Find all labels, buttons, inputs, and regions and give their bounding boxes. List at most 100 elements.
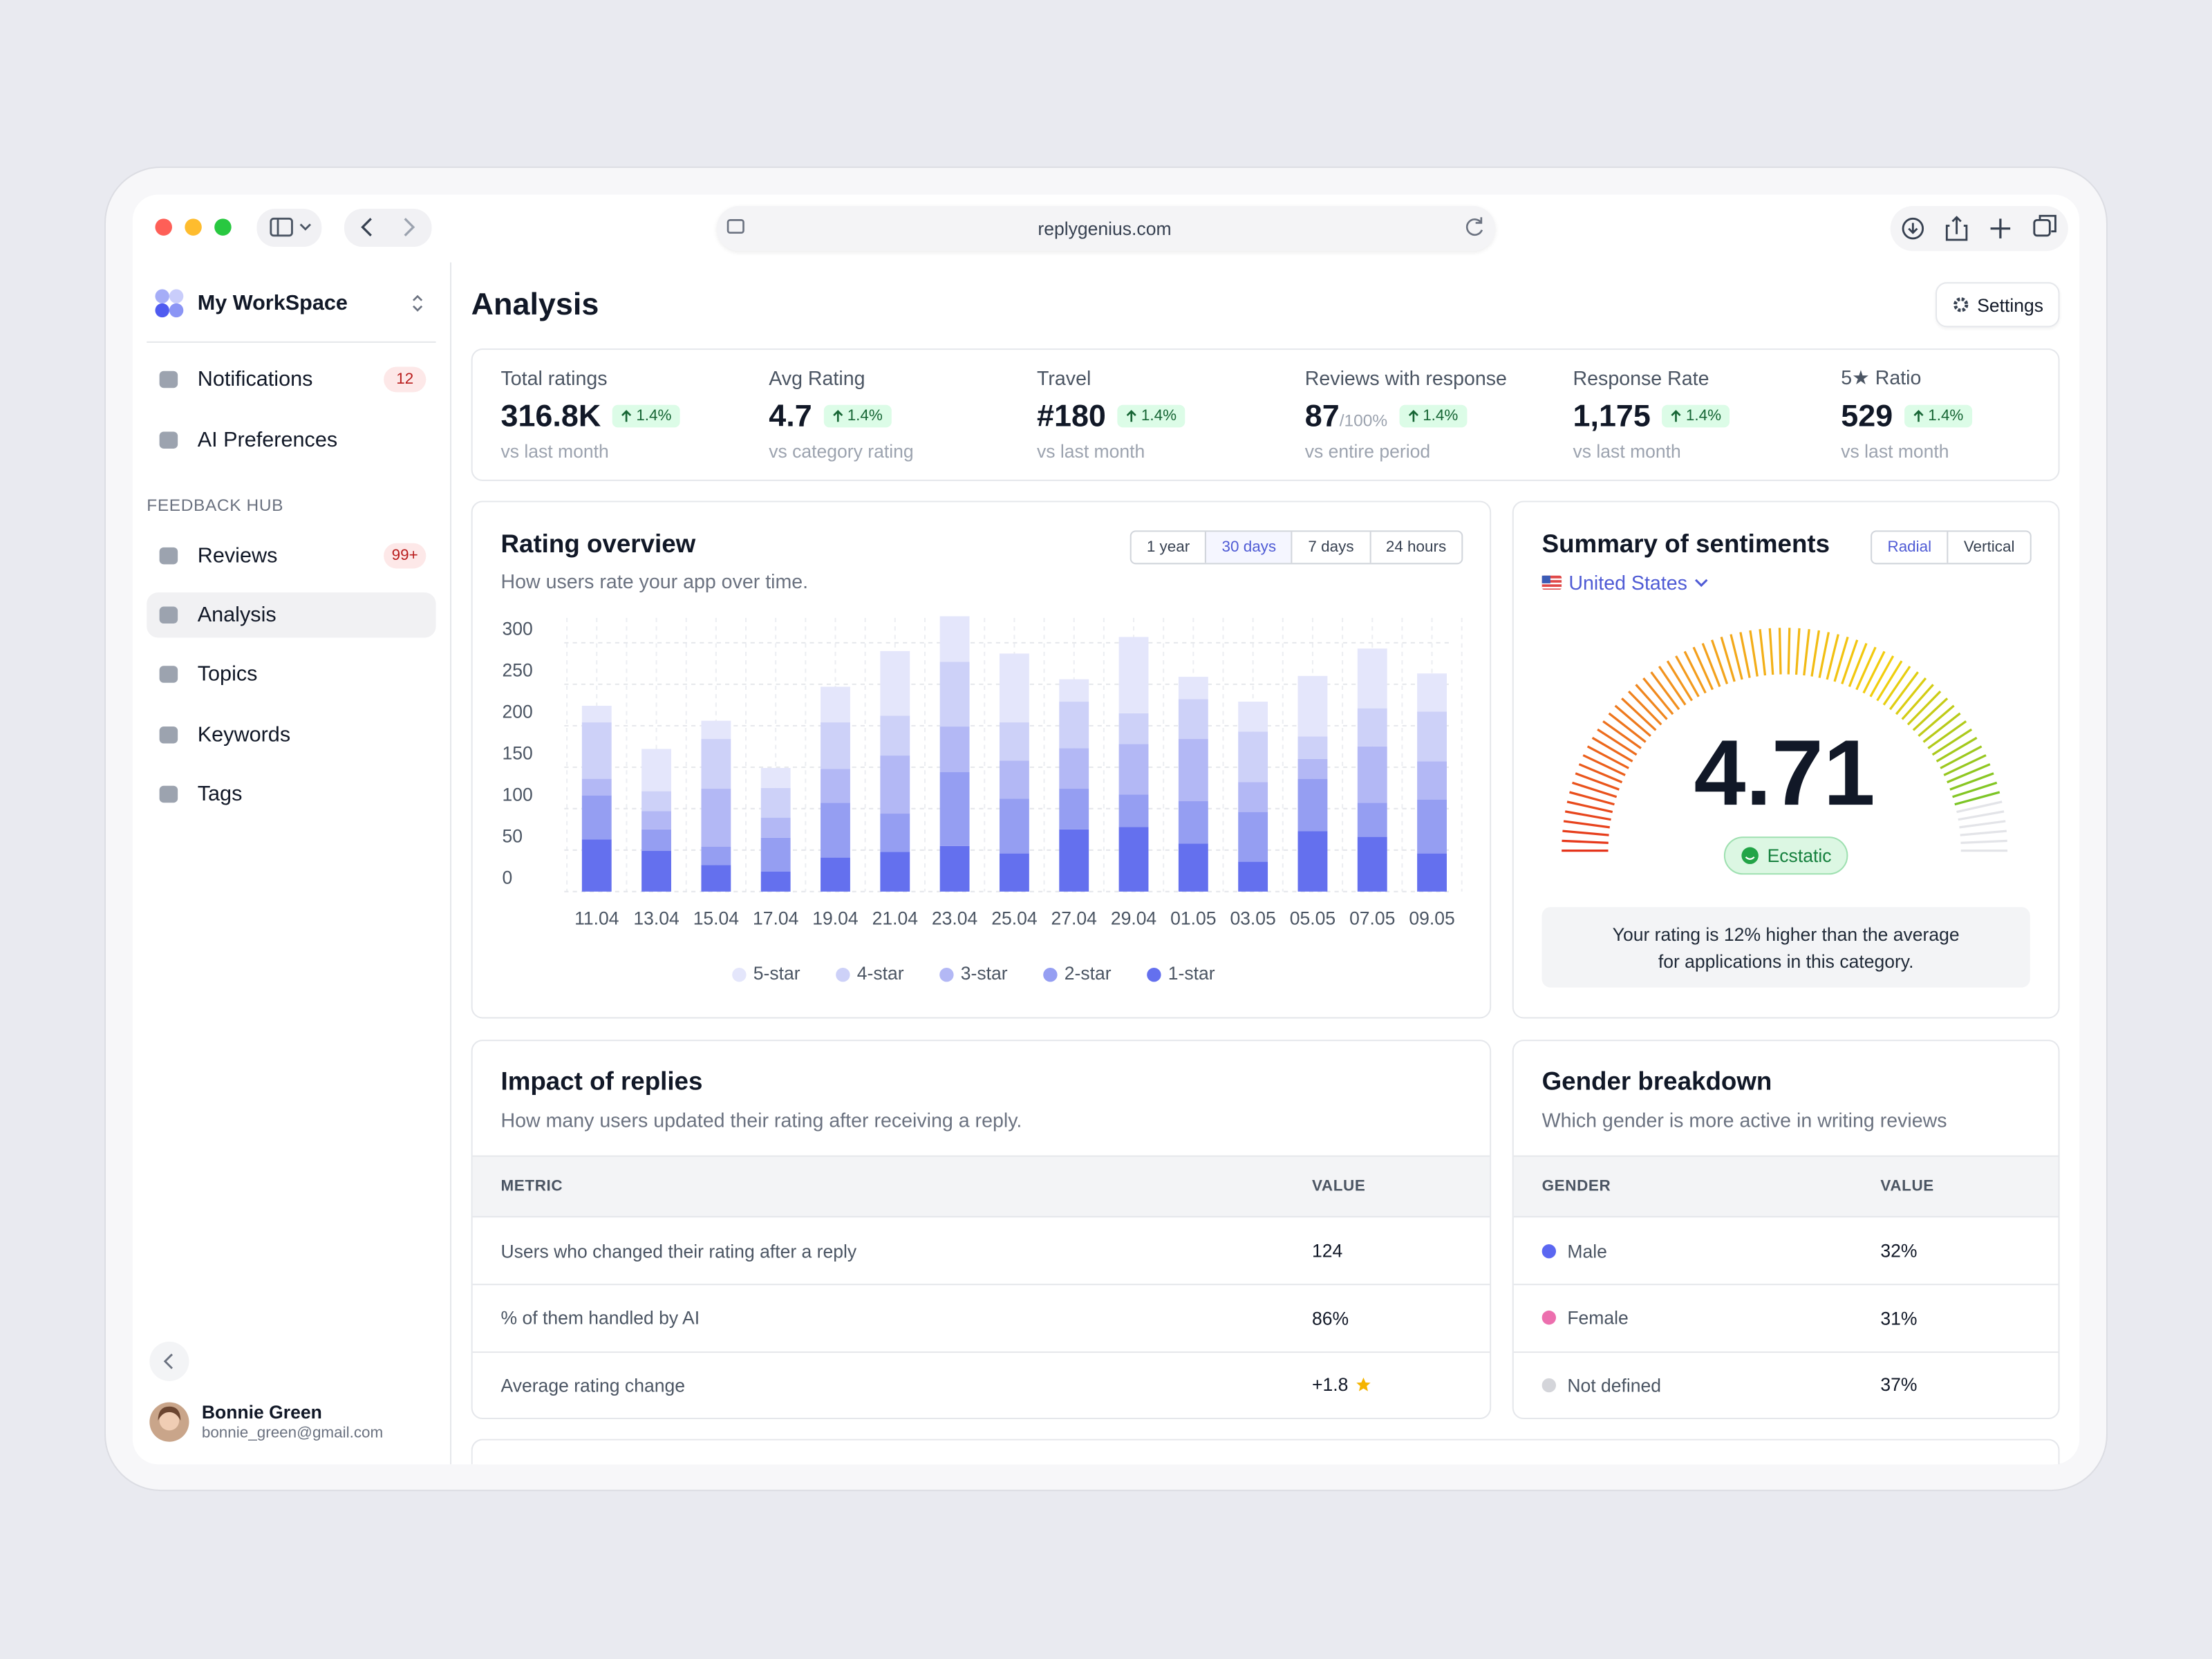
column-header: VALUE (1311, 1178, 1366, 1195)
nav-icon (159, 431, 178, 448)
row-value-text: 37% (1880, 1374, 1918, 1396)
bar-segment (581, 795, 612, 840)
workspace-switch[interactable] (411, 293, 424, 313)
view-tab[interactable]: Radial (1887, 538, 1932, 556)
x-tick-label: 29.04 (1111, 908, 1156, 929)
kpi-value-row: #180 1.4% (1037, 396, 1298, 435)
icon-shape (159, 785, 178, 803)
bar-segment (1238, 731, 1268, 782)
reload-button[interactable] (1465, 217, 1483, 236)
bar-segment (880, 756, 910, 814)
x-tick-label: 25.04 (991, 908, 1037, 929)
kpi-change-text: 1.4% (1423, 407, 1459, 425)
view-tab[interactable]: Vertical (1947, 532, 2030, 563)
bar-segment (641, 749, 671, 791)
region-select[interactable]: United States (1541, 568, 1725, 597)
row-value: 124 (1312, 1237, 1481, 1265)
sidebar-icon (270, 217, 293, 237)
gauge-tick (1949, 772, 1994, 791)
workspace-name[interactable]: My WorkSpace (197, 291, 348, 316)
gauge-tick (1918, 704, 1955, 737)
url-bar[interactable] (716, 205, 1496, 252)
back-button[interactable] (361, 218, 372, 236)
row-divider (472, 1351, 1490, 1353)
settings-button[interactable]: Settings (1936, 282, 2060, 328)
kpi-note: vs category rating (769, 440, 914, 462)
badge-text: 12 (396, 371, 414, 388)
share-button[interactable] (1945, 216, 1968, 241)
tabs-icon (2038, 214, 2056, 233)
x-tick-label: 07.05 (1349, 908, 1395, 929)
arrow (621, 410, 632, 422)
column-header: METRIC (500, 1178, 563, 1195)
row-value-text: 86% (1311, 1307, 1349, 1329)
minimize-button[interactable] (185, 218, 202, 236)
nav-icon (159, 726, 178, 743)
gauge-tick (1778, 628, 1782, 675)
kpi-value: 529 (1841, 397, 1893, 433)
nav-item[interactable] (147, 592, 436, 638)
new-tab-button[interactable] (1990, 218, 2011, 238)
gauge-tick (1572, 781, 1618, 798)
gauge-tick (1749, 630, 1759, 677)
gauge-tick (1627, 690, 1662, 726)
bar-segment (1118, 794, 1149, 827)
bar-segment (821, 686, 850, 723)
kpi-suffix: /100% (1339, 410, 1388, 431)
gauge-tick (1586, 745, 1629, 769)
close-button[interactable] (155, 218, 172, 236)
gauge-tick (1759, 628, 1767, 676)
gauge-tick (1730, 634, 1743, 680)
legend-dot (939, 968, 954, 982)
gauge-tick (1564, 810, 1611, 821)
region-label: United States (1568, 571, 1687, 594)
gauge-tick (1739, 632, 1751, 678)
bar-segment (641, 811, 671, 830)
gauge-value: 4.71 (1694, 720, 1875, 825)
site-icon (727, 219, 744, 234)
bar-segment (1357, 708, 1387, 747)
y-tick-label: 250 (503, 660, 533, 681)
range-tab[interactable]: 24 hours (1369, 532, 1462, 563)
bar-segment (1118, 827, 1149, 892)
bar-segment (1417, 799, 1447, 854)
logo-dot (169, 289, 184, 303)
gauge-tick (1562, 839, 1609, 844)
collapse-button[interactable] (148, 1340, 190, 1382)
nav-label: Analysis (197, 603, 276, 627)
gauge-tick (1927, 720, 1967, 749)
legend-label: 4-star (857, 963, 904, 984)
kpi-change: 1.4% (823, 404, 892, 428)
y-tick-label: 0 (503, 867, 513, 888)
download-button[interactable] (1902, 217, 1924, 240)
forward-button[interactable] (404, 218, 415, 236)
kpi-change: 1.4% (612, 404, 680, 428)
bar-segment (939, 727, 970, 773)
chevron (163, 1353, 173, 1369)
gauge-tick (1882, 666, 1911, 706)
gauge-tick (1608, 712, 1647, 743)
row-value: 37% (1880, 1371, 2050, 1399)
sentiment-note-box: Your rating is 12% higher than the avera… (1541, 907, 2030, 988)
download-icon (1908, 223, 1918, 234)
gauge-tick (1895, 677, 1927, 715)
bar-segment (760, 837, 791, 872)
icon-shape (159, 371, 178, 388)
legend-label: 1-star (1168, 963, 1215, 984)
range-tab[interactable]: 7 days (1291, 532, 1369, 563)
range-tab[interactable]: 1 year (1146, 538, 1190, 556)
range-tab[interactable]: 30 days (1205, 532, 1292, 563)
bar-segment (641, 851, 671, 892)
nav-buttons (344, 209, 432, 247)
tabs-button[interactable] (2033, 218, 2051, 237)
flag-stripe (1541, 582, 1562, 585)
up-arrow (1913, 410, 1923, 422)
gauge-tick (1578, 763, 1623, 784)
gauge-tick (1563, 820, 1610, 829)
bar-segment (821, 803, 850, 858)
row-divider (472, 1284, 1490, 1286)
bar-segment (939, 772, 970, 846)
x-tick-label: 21.04 (872, 908, 918, 929)
maximize-button[interactable] (214, 218, 232, 236)
bar-segment (1238, 702, 1268, 732)
